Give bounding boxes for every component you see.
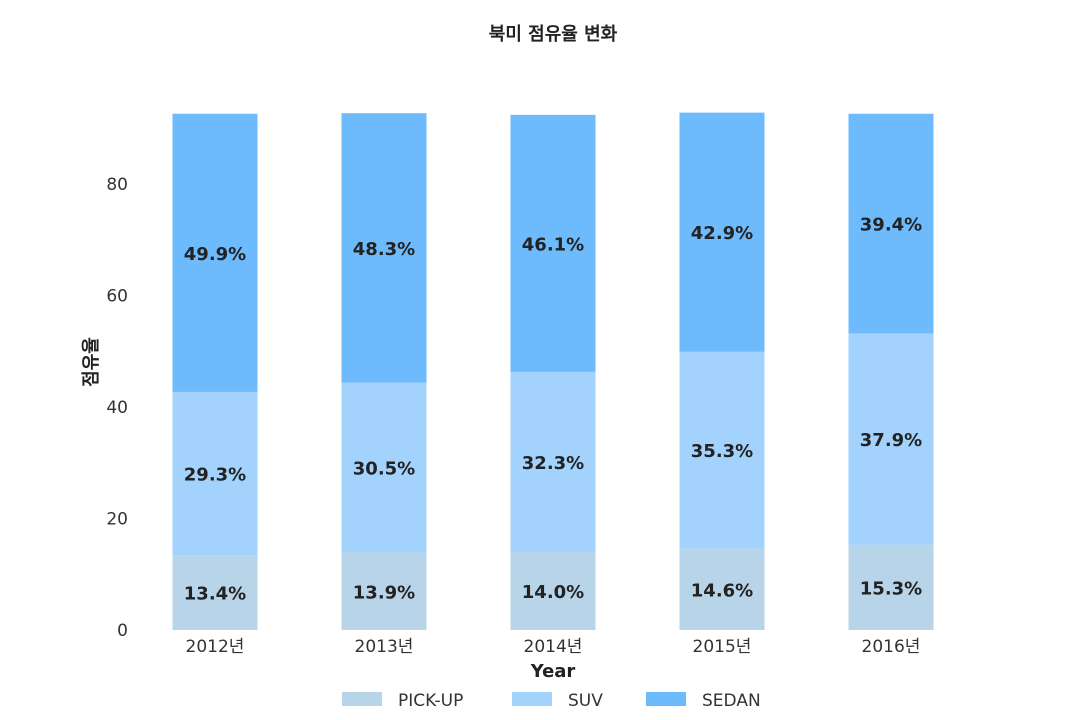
bar-segment-sedan [679,112,765,352]
legend-label-suv: SUV [568,691,603,711]
bar-value-label: 13.9% [353,582,415,603]
bar-segment-pick-up [510,551,596,630]
x-tick-label: 2015년 [693,637,752,657]
bar-value-label: 13.4% [184,584,246,605]
y-tick-label: 60 [106,287,128,307]
bar-segment-sedan [341,113,427,383]
x-tick-label: 2013년 [355,637,414,657]
x-axis-label: Year [530,661,576,682]
legend: PICK-UP SUV SEDAN [342,691,761,711]
bar-value-label: 39.4% [860,215,922,236]
bar-segment-sedan [848,113,934,334]
x-tick-label: 2012년 [186,637,245,657]
bar-segment-sedan [172,113,258,392]
bar-value-label: 48.3% [353,239,415,260]
bar-value-label: 30.5% [353,458,415,479]
bar-segment-sedan [510,114,596,372]
bar-segment-pick-up [172,555,258,630]
bar-value-label: 37.9% [860,430,922,451]
bar-value-label: 49.9% [184,244,246,265]
bars: 13.4% 29.3% 49.9% 13.9% 30.5% 48.3% 14.0% 32.3%… [172,112,934,630]
y-tick-label: 20 [106,510,128,530]
legend-swatch-sedan [646,692,686,706]
bar-value-label: 29.3% [184,465,246,486]
legend-swatch-suv [512,692,552,706]
y-tick-label: 40 [106,398,128,418]
x-tick-label: 2014년 [524,637,583,657]
bar-value-label: 42.9% [691,223,753,244]
x-axis-ticks: 2012년 2013년 2014년 2015년 2016년 [186,637,921,657]
legend-swatch-pick-up [342,692,382,706]
y-axis-label: 점유율 [81,337,102,387]
bar-segment-suv [341,382,427,553]
bar-segment-suv [848,333,934,545]
bar-value-label: 14.0% [522,582,584,603]
bar-segment-pick-up [848,544,934,630]
bar-value-label: 46.1% [522,234,584,255]
bar-segment-suv [510,371,596,552]
bar-segment-suv [679,351,765,549]
bar-segment-suv [172,391,258,556]
y-tick-label: 0 [117,621,128,641]
x-tick-label: 2016년 [862,637,921,657]
y-axis-ticks: 0 20 40 60 80 [106,175,128,641]
chart-title: 북미 점유율 변화 [489,24,618,45]
legend-label-pick-up: PICK-UP [398,691,463,711]
bar-segment-pick-up [341,552,427,630]
bar-value-label: 32.3% [522,453,584,474]
legend-label-sedan: SEDAN [702,691,761,711]
y-tick-label: 80 [106,175,128,195]
bar-segment-pick-up [679,548,765,630]
bar-value-label: 14.6% [691,580,753,601]
bar-value-label: 15.3% [860,578,922,599]
bar-value-label: 35.3% [691,441,753,462]
